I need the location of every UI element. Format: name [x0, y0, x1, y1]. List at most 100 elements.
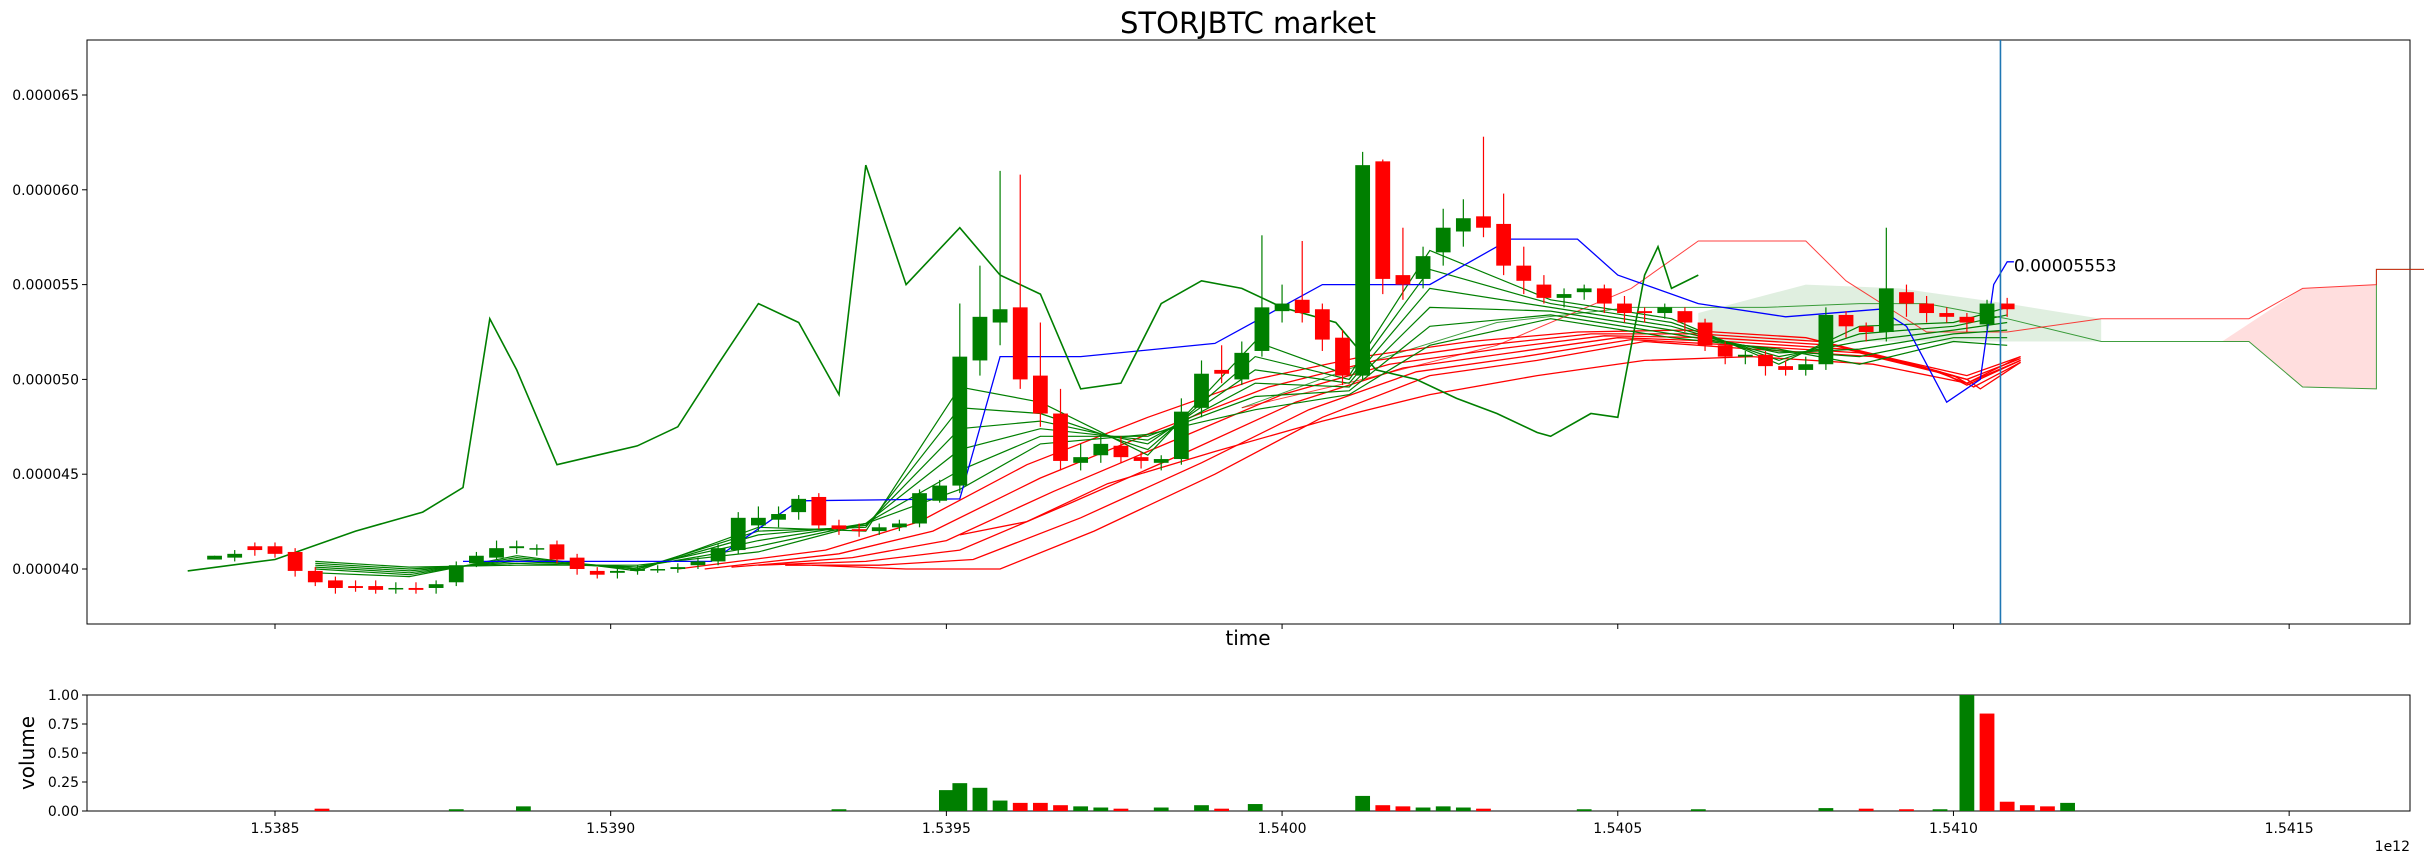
volume-xtick-label-0: 1.5385: [250, 821, 299, 837]
volume-bar-28: [1858, 808, 1874, 811]
candle-body-46: [1133, 457, 1149, 461]
candle-body-23: [670, 567, 686, 570]
candle-body-62: [1455, 218, 1471, 232]
candle-body-20: [610, 570, 625, 573]
candle-body-8: [368, 586, 384, 590]
candle-body-80: [1818, 314, 1834, 365]
volume-bar-20: [1395, 806, 1411, 811]
candle-body-58: [1375, 161, 1391, 279]
candle-body-83: [1878, 288, 1894, 332]
candle-body-16: [529, 548, 545, 550]
candle-body-17: [549, 544, 565, 560]
candle-body-52: [1254, 307, 1270, 351]
volume-bar-9: [1032, 802, 1048, 811]
candle-body-29: [791, 498, 807, 513]
candle-body-3: [267, 546, 283, 554]
candle-body-44: [1093, 443, 1109, 456]
candle-body-36: [932, 485, 948, 501]
volume-bar-16: [1214, 808, 1230, 811]
last-price-annotation: 0.00005553: [2014, 256, 2117, 276]
candle-body-45: [1113, 445, 1129, 458]
candle-body-54: [1294, 299, 1310, 314]
candle-body-30: [811, 496, 827, 526]
volume-bar-25: [1576, 809, 1592, 811]
volume-bar-32: [1979, 713, 1995, 811]
volume-plot: 0.00 0.25 0.50 0.75 1.00 1.5385 1.5390 1.5395 1.…: [48, 688, 2411, 837]
candle-body-57: [1355, 165, 1371, 376]
candle-body-86: [1939, 313, 1955, 317]
candle-body-74: [1697, 322, 1713, 346]
candle-body-87: [1959, 316, 1975, 323]
x-axis-label: time: [1225, 626, 1270, 650]
volume-bar-24: [1476, 808, 1491, 811]
candle-body-88: [1979, 303, 1995, 325]
candle-body-25: [710, 548, 726, 562]
volume-xtick-label-5: 1.5410: [1929, 821, 1978, 837]
candle-body-24: [690, 561, 706, 566]
candle-body-18: [569, 557, 585, 570]
candle-body-10: [408, 587, 424, 590]
candle-body-79: [1798, 364, 1814, 370]
candle-body-82: [1858, 326, 1874, 332]
chart-title: STORJBTC market: [1120, 6, 1376, 40]
volume-bar-0: [314, 808, 330, 811]
kijun-line-5: [812, 340, 2021, 570]
candle-body-31: [831, 525, 847, 530]
volume-xtick-label-1: 1.5390: [586, 821, 635, 837]
volume-axis-label: volume: [15, 716, 39, 790]
price-ytick-label-4: 0.000060: [12, 183, 79, 199]
candle-body-56: [1335, 337, 1350, 376]
candle-body-50: [1214, 369, 1230, 374]
volume-ytick-label-2: 0.50: [48, 746, 79, 762]
chikou-line: [187, 164, 1699, 572]
senkou-span-green: [1241, 268, 2424, 409]
candle-body-28: [771, 514, 786, 520]
candle-body-72: [1657, 307, 1673, 314]
candle-body-39: [992, 309, 1008, 323]
candle-body-15: [509, 546, 525, 549]
candle-body-55: [1314, 309, 1330, 340]
volume-xtick-label-4: 1.5405: [1593, 821, 1642, 837]
candle-body-84: [1899, 292, 1914, 304]
volume-bar-2: [516, 806, 531, 811]
candle-body-9: [388, 587, 404, 590]
candle-body-1: [227, 553, 243, 558]
volume-bar-5: [952, 783, 968, 811]
candle-body-12: [448, 565, 464, 583]
volume-plot-frame: [86, 694, 2411, 812]
volume-ytick-label-1: 0.25: [48, 775, 79, 791]
volume-bar-3: [831, 809, 847, 811]
price-ytick-label-3: 0.000055: [12, 278, 79, 294]
volume-bar-10: [1053, 805, 1068, 811]
volume-bar-1: [448, 809, 464, 811]
candle-body-22: [650, 569, 666, 571]
candle-body-89: [1999, 303, 2015, 310]
candle-body-68: [1576, 288, 1592, 293]
candle-body-61: [1435, 227, 1451, 253]
candle-body-26: [730, 517, 746, 551]
candle-body-69: [1596, 288, 1612, 304]
volume-bar-18: [1355, 795, 1371, 811]
x-offset-label: 1e12: [2375, 839, 2410, 855]
candle-body-40: [1012, 307, 1028, 380]
candle-body-65: [1516, 265, 1532, 281]
candle-body-6: [328, 580, 343, 588]
volume-bar-22: [1435, 806, 1451, 811]
volume-bar-36: [2060, 802, 2075, 811]
candle-body-34: [891, 523, 907, 528]
volume-xtick-label-6: 1.5415: [2265, 821, 2314, 837]
candle-body-49: [1194, 373, 1209, 408]
candle-body-0: [207, 555, 222, 560]
volume-bar-23: [1455, 807, 1471, 811]
price-plot: 0.00005553 0.000040 0.000045 0.000050 0.0000…: [12, 39, 2424, 629]
candle-body-63: [1476, 216, 1491, 228]
candle-body-13: [469, 555, 484, 564]
cloud-red-area: [2101, 284, 2377, 389]
price-ytick-label-5: 0.000065: [12, 88, 79, 104]
candle-body-2: [247, 546, 263, 551]
volume-bar-4: [938, 790, 954, 811]
candle-body-60: [1415, 256, 1431, 279]
candle-body-59: [1395, 275, 1411, 285]
candle-body-14: [489, 548, 504, 558]
kijun-line-6: [959, 355, 2021, 536]
